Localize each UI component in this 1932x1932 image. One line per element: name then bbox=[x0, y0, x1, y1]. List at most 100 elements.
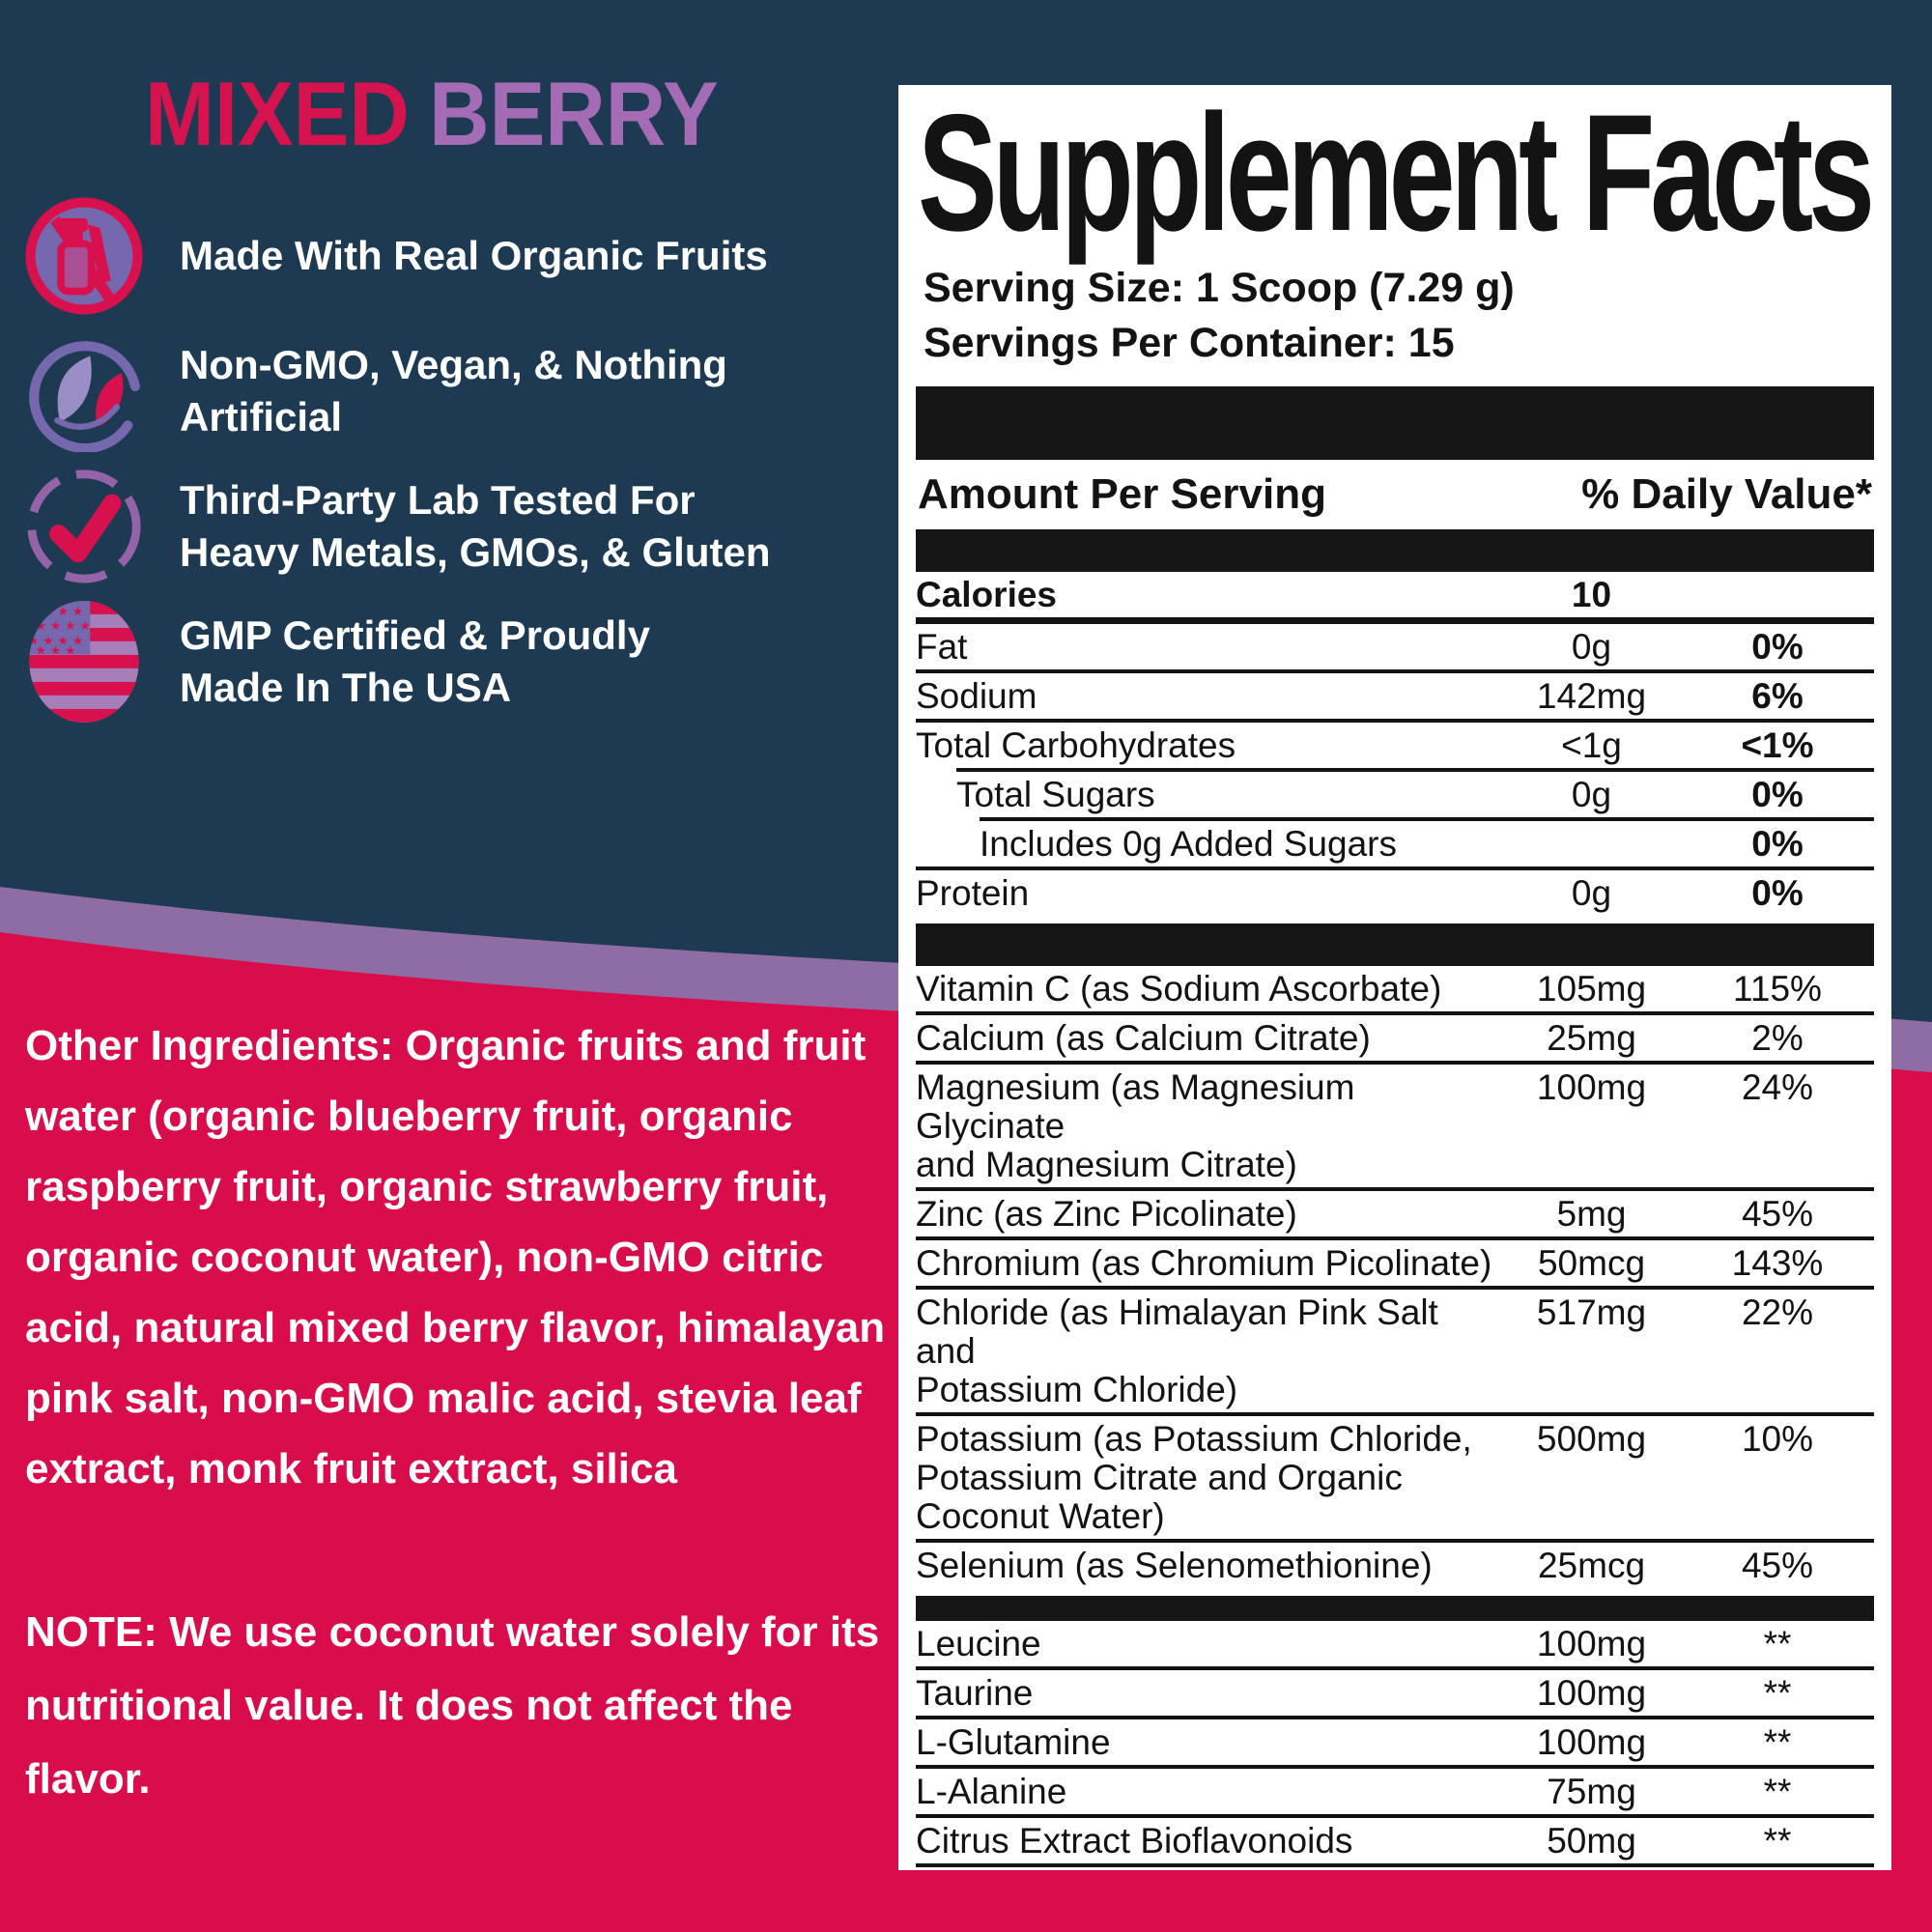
row-dv: 22% bbox=[1741, 1293, 1814, 1332]
row-name: Total Sugars bbox=[956, 775, 1155, 814]
table-row-calcium: Calcium (as Calcium Citrate) 25mg 2% bbox=[916, 1015, 1874, 1061]
row-separator bbox=[916, 867, 1874, 870]
feature-text: Third-Party Lab Tested For Heavy Metals,… bbox=[180, 477, 771, 575]
row-dv: 0% bbox=[1751, 775, 1804, 814]
row-name: Total Carbohydrates bbox=[916, 725, 1236, 765]
section-divider-bar bbox=[916, 1596, 1874, 1621]
row-amount: 105mg bbox=[1536, 969, 1647, 1009]
row-separator bbox=[916, 1187, 1874, 1191]
no-spray-bottle-icon bbox=[23, 195, 145, 317]
row-name: Citrus Extract Bioflavonoids bbox=[916, 1821, 1353, 1861]
row-separator bbox=[916, 1539, 1874, 1543]
row-name: Chromium (as Chromium Picolinate) bbox=[916, 1243, 1492, 1283]
supplement-facts-panel: Supplement Facts Serving Size: 1 Scoop (… bbox=[898, 85, 1891, 1870]
row-amount: 0g bbox=[1571, 627, 1612, 667]
row-amount: 75mg bbox=[1547, 1772, 1636, 1811]
row-separator bbox=[916, 1286, 1874, 1290]
table-row-fat: Fat 0g 0% bbox=[916, 624, 1874, 669]
table-row-sodium: Sodium 142mg 6% bbox=[916, 673, 1874, 719]
row-dv: 0% bbox=[1751, 627, 1804, 667]
table-row-valine: Valine 50mg ** bbox=[916, 1867, 1874, 1870]
table-row-vitamin-c: Vitamin C (as Sodium Ascorbate) 105mg 11… bbox=[916, 966, 1874, 1011]
row-name: Potassium (as Potassium Chloride, Potass… bbox=[916, 1419, 1472, 1536]
row-dv: ** bbox=[1763, 1722, 1792, 1762]
feature-gmp-usa: ★ ★ ★ ★ ★ ★ ★ ★ ★ ★ ★ ★ ★ ★ ★ GMP Certif… bbox=[23, 601, 898, 723]
row-separator bbox=[956, 768, 1874, 772]
row-amount: 5mg bbox=[1556, 1194, 1627, 1234]
row-dv: ** bbox=[1763, 1673, 1792, 1713]
feature-lab-tested: Third-Party Lab Tested For Heavy Metals,… bbox=[23, 466, 898, 587]
row-name: Magnesium (as Magnesium Glycinate and Ma… bbox=[916, 1067, 1355, 1184]
table-row-l-glutamine: L-Glutamine 100mg ** bbox=[916, 1719, 1874, 1765]
table-row-zinc: Zinc (as Zinc Picolinate) 5mg 45% bbox=[916, 1191, 1874, 1236]
row-separator bbox=[916, 1666, 1874, 1670]
servings-per-container: Servings Per Container: 15 bbox=[923, 320, 1455, 366]
row-name: Selenium (as Selenomethionine) bbox=[916, 1546, 1433, 1585]
left-panel: MIXED BERRY Made With Real Organic Fruits bbox=[0, 0, 898, 1932]
row-name: L-Glutamine bbox=[916, 1722, 1111, 1762]
row-dv: ** bbox=[1763, 1821, 1792, 1861]
row-amount: 50mcg bbox=[1537, 1243, 1646, 1283]
table-row-protein: Protein 0g 0% bbox=[916, 870, 1874, 916]
row-dv: 2% bbox=[1751, 1018, 1804, 1058]
serving-info: Serving Size: 1 Scoop (7.29 g) Servings … bbox=[923, 261, 1874, 371]
row-dv: 115% bbox=[1733, 969, 1822, 1009]
row-dv: 143% bbox=[1731, 1243, 1824, 1283]
row-separator bbox=[980, 817, 1874, 821]
row-amount: 517mg bbox=[1536, 1293, 1647, 1332]
row-amount: 100mg bbox=[1536, 1673, 1647, 1713]
row-name: Zinc (as Zinc Picolinate) bbox=[916, 1194, 1297, 1234]
table-row-taurine: Taurine 100mg ** bbox=[916, 1670, 1874, 1716]
row-separator bbox=[916, 1011, 1874, 1015]
row-amount: 100mg bbox=[1536, 1722, 1647, 1762]
row-separator bbox=[916, 1061, 1874, 1065]
row-amount: 0g bbox=[1571, 775, 1612, 814]
row-separator bbox=[916, 1716, 1874, 1719]
row-amount: 142mg bbox=[1536, 676, 1647, 716]
row-dv: 0% bbox=[1751, 824, 1804, 864]
feature-text: Non-GMO, Vegan, & Nothing Artificial bbox=[180, 342, 727, 440]
row-dv: 45% bbox=[1741, 1546, 1814, 1585]
row-separator bbox=[916, 1765, 1874, 1769]
row-name: Protein bbox=[916, 873, 1030, 913]
row-dv: 24% bbox=[1741, 1067, 1814, 1107]
row-name: Calories bbox=[916, 575, 1058, 614]
feature-list: Made With Real Organic Fruits Non-GMO, V… bbox=[23, 195, 898, 723]
row-name: Calcium (as Calcium Citrate) bbox=[916, 1018, 1371, 1058]
row-separator bbox=[916, 669, 1874, 673]
flavor-title: MIXED BERRY bbox=[145, 69, 838, 159]
svg-text:★ ★ ★ ★: ★ ★ ★ ★ bbox=[28, 633, 83, 647]
row-dv: ** bbox=[1763, 1772, 1792, 1811]
other-ingredients-text: Other Ingredients: Organic fruits and fr… bbox=[25, 1022, 886, 1492]
table-row-chloride: Chloride (as Himalayan Pink Salt and Pot… bbox=[916, 1290, 1874, 1412]
row-name: Vitamin C (as Sodium Ascorbate) bbox=[916, 969, 1442, 1009]
feature-text: Made With Real Organic Fruits bbox=[180, 233, 768, 278]
row-amount: <1g bbox=[1561, 725, 1622, 765]
table-row-citrus-bioflavonoids: Citrus Extract Bioflavonoids 50mg ** bbox=[916, 1818, 1874, 1863]
row-dv: <1% bbox=[1741, 725, 1814, 765]
section-divider-bar bbox=[916, 386, 1874, 460]
row-amount: 25mcg bbox=[1537, 1546, 1646, 1585]
row-amount: 100mg bbox=[1536, 1067, 1647, 1107]
row-dv: 6% bbox=[1751, 676, 1804, 716]
feature-organic-fruits: Made With Real Organic Fruits bbox=[23, 195, 898, 317]
feature-non-gmo: Non-GMO, Vegan, & Nothing Artificial bbox=[23, 330, 898, 452]
row-dv: 0% bbox=[1751, 873, 1804, 913]
row-name: Leucine bbox=[916, 1624, 1041, 1663]
row-dv: ** bbox=[1763, 1624, 1792, 1663]
usa-flag-icon: ★ ★ ★ ★ ★ ★ ★ ★ ★ ★ ★ ★ ★ ★ ★ bbox=[23, 601, 145, 723]
table-row-total-sugars: Total Sugars 0g 0% bbox=[916, 772, 1874, 817]
table-row-leucine: Leucine 100mg ** bbox=[916, 1621, 1874, 1666]
row-amount: 50mg bbox=[1547, 1821, 1636, 1861]
row-separator bbox=[916, 1814, 1874, 1818]
row-amount: 100mg bbox=[1536, 1624, 1647, 1663]
table-row-magnesium: Magnesium (as Magnesium Glycinate and Ma… bbox=[916, 1065, 1874, 1187]
row-name: L-Alanine bbox=[916, 1772, 1067, 1811]
serving-size: Serving Size: 1 Scoop (7.29 g) bbox=[923, 265, 1515, 311]
panel-title: Supplement Facts bbox=[918, 85, 1875, 266]
table-row-calories: Calories 10 bbox=[916, 572, 1874, 617]
svg-text:★ ★ ★ ★: ★ ★ ★ ★ bbox=[36, 618, 91, 633]
table-row-chromium: Chromium (as Chromium Picolinate) 50mcg … bbox=[916, 1240, 1874, 1286]
leaves-icon bbox=[23, 330, 145, 452]
flavor-word-berry: BERRY bbox=[429, 63, 719, 164]
